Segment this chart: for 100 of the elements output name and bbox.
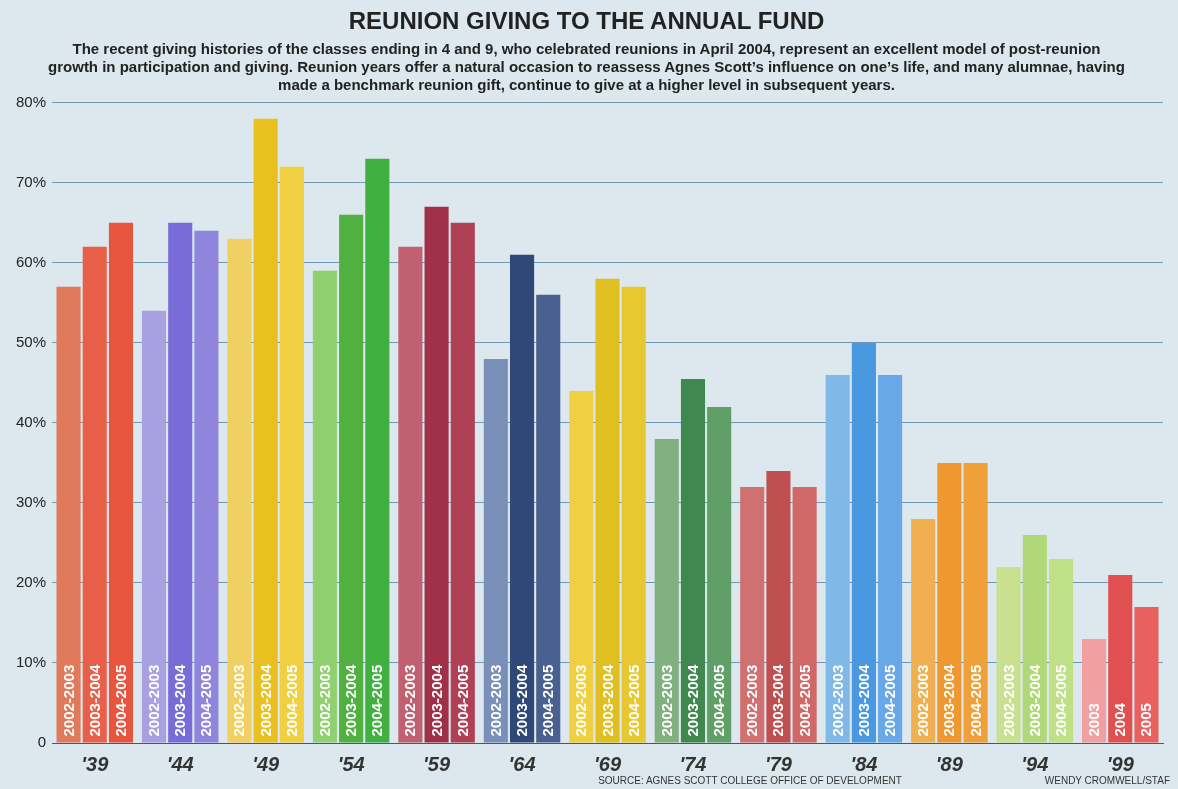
x-tick-label: '99 (1106, 752, 1135, 775)
text: 2002-2003 (59, 664, 77, 737)
bar (680, 378, 706, 743)
x-tick-label: '39 (81, 752, 110, 775)
y-tick-label: 0 (37, 733, 47, 751)
text: 2003-2004 (683, 664, 701, 737)
bar (108, 222, 134, 743)
text: 2004-2005 (624, 664, 642, 737)
series-label: 2004-2005 (539, 664, 557, 737)
y-tick-label: 80% (15, 92, 47, 110)
text: 2004-2005 (710, 664, 728, 737)
x-tick-label: '44 (166, 752, 194, 775)
x-tick-label: '64 (508, 752, 536, 775)
text: 2002-2003 (914, 664, 932, 737)
bar (365, 158, 390, 743)
bar (595, 278, 620, 743)
text: 2002-2003 (999, 664, 1017, 737)
text: 2004-2005 (197, 664, 215, 737)
bar (1108, 574, 1133, 743)
text: 2002-2003 (315, 664, 333, 737)
bar (937, 462, 962, 743)
text: 2002-2003 (572, 664, 590, 737)
bar (194, 230, 219, 743)
bar (82, 246, 107, 743)
text: 2004-2005 (368, 664, 386, 737)
bar (227, 238, 252, 743)
bar (911, 518, 936, 743)
y-tick-label: 70% (15, 172, 47, 190)
bar (740, 486, 765, 743)
text: WENDY CROMWELL/STAF (1044, 774, 1170, 786)
bar (792, 486, 817, 743)
annotation: 2005 (1137, 703, 1155, 737)
bar (450, 222, 475, 743)
bar (1022, 534, 1047, 743)
bar (707, 406, 732, 743)
x-tick-label: '84 (850, 752, 878, 775)
text: 2004-2005 (1052, 664, 1070, 737)
bar (766, 470, 791, 743)
text: 2003-2004 (513, 664, 531, 737)
y-tick-label: 10% (15, 653, 47, 671)
x-tick-label: '89 (935, 752, 964, 775)
bar (141, 310, 167, 743)
text: 2003-2004 (342, 664, 360, 737)
series-label: 2002-2003 (486, 664, 504, 737)
text: 2003-2004 (1025, 664, 1043, 737)
chart-title: REUNION GIVING TO THE ANNUAL FUND (348, 7, 825, 35)
annotation: 2003 (1085, 703, 1103, 737)
bar (510, 254, 535, 743)
bar (825, 374, 850, 743)
bar (424, 206, 449, 743)
x-tick-label: '74 (679, 752, 707, 775)
text: 2004-2005 (795, 664, 813, 737)
text: 2003-2004 (256, 664, 274, 737)
text: 2004-2005 (453, 664, 471, 737)
bar (253, 118, 278, 743)
text: 2004-2005 (111, 664, 129, 737)
x-tick-label: '59 (423, 752, 451, 775)
x-tick-label: '54 (337, 752, 365, 775)
text: 2004-2005 (282, 664, 300, 737)
series-label: 2003-2004 (427, 664, 445, 737)
text: 2003-2004 (171, 664, 189, 737)
source-note: SOURCE: AGNES SCOTT COLLEGE OFFICE OF DEVELOPMENT (598, 774, 902, 786)
text: 2003-2004 (854, 664, 872, 737)
x-tick-label: '94 (1021, 752, 1049, 775)
text: 2002-2003 (743, 664, 761, 737)
text: 2004-2005 (881, 664, 899, 737)
bar (1134, 606, 1159, 743)
chart-subtitle: The recent giving histories of the classes ending in 4 and 9, who celebrated reunions in April 2004, represent an excellent model of post-reunion growth in participation and giving. Reunion years offer a natural occasion to reassess Agnes Scott’s influence on one’s life, and many alumnae, having made a benchmark reunion gift, continue to give at a higher level in subsequent years. (48, 39, 1125, 93)
bar (878, 374, 903, 743)
bar (56, 286, 81, 743)
text: 2002-2003 (230, 664, 248, 737)
text: 2002-2003 (401, 664, 419, 737)
text: 2003-2004 (598, 664, 616, 737)
bar (621, 286, 646, 743)
text: 2003-2004 (85, 664, 103, 737)
x-tick-label: '69 (594, 752, 622, 775)
bar (1082, 638, 1107, 743)
text: 2003-2004 (769, 664, 787, 737)
bar (168, 222, 193, 743)
annotation: 2004 (1111, 702, 1129, 737)
bar (398, 246, 423, 743)
y-tick-label: 30% (15, 493, 47, 511)
y-tick-label: 40% (15, 413, 47, 431)
x-tick-label: '79 (764, 752, 793, 775)
text: 2002-2003 (828, 664, 846, 737)
text: 2002-2003 (145, 664, 162, 737)
bar (654, 438, 679, 743)
bar (963, 462, 988, 743)
bar (851, 342, 876, 743)
y-tick-label: 60% (15, 252, 47, 270)
bar (483, 358, 508, 743)
bar (536, 294, 561, 743)
y-tick-label: 50% (15, 333, 47, 351)
bar (339, 214, 364, 743)
y-tick-label: 20% (15, 573, 47, 591)
text: 2003-2004 (940, 664, 958, 737)
text: 2004-2005 (966, 664, 984, 737)
text: 2002-2003 (657, 664, 675, 737)
x-tick-label: '49 (252, 752, 281, 775)
bar (312, 270, 337, 743)
